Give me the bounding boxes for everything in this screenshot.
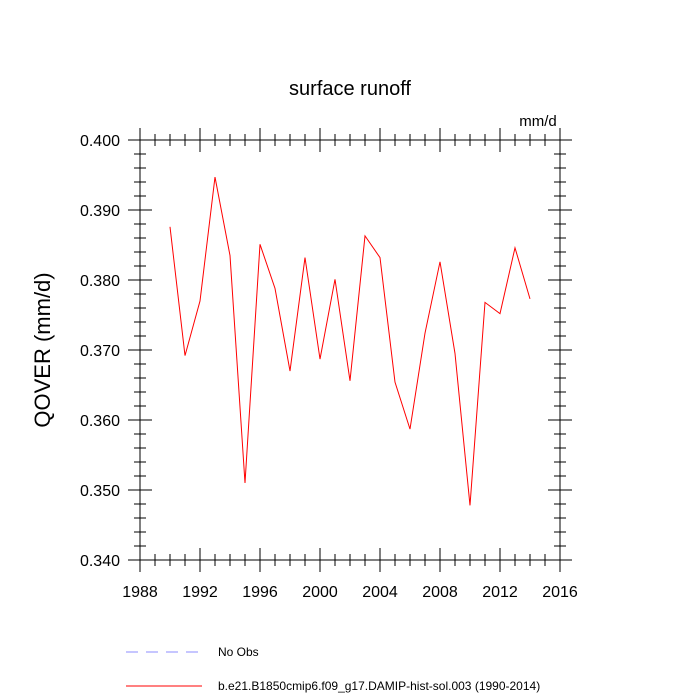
data-point <box>274 287 276 289</box>
axis-ticks <box>128 128 572 572</box>
data-point <box>169 226 171 228</box>
data-point <box>244 482 246 484</box>
x-tick-label: 1992 <box>182 584 218 601</box>
data-point <box>259 243 261 245</box>
legend: No Obs b.e21.B1850cmip6.f09_g17.DAMIP-hi… <box>126 645 540 693</box>
data-point <box>409 428 411 430</box>
y-tick-label: 0.360 <box>80 413 120 430</box>
x-tick-label: 2012 <box>482 584 518 601</box>
y-tick-label: 0.390 <box>80 203 120 220</box>
y-tick-labels: 0.340 0.350 0.360 0.370 0.380 0.390 0.400 <box>80 133 120 570</box>
y-tick-label: 0.370 <box>80 343 120 360</box>
data-point <box>454 352 456 354</box>
data-point <box>364 235 366 237</box>
data-point <box>469 504 471 506</box>
data-point <box>379 256 381 258</box>
data-point <box>514 247 516 249</box>
data-point <box>484 301 486 303</box>
data-point <box>199 300 201 302</box>
x-tick-label: 1996 <box>242 584 278 601</box>
data-point <box>304 256 306 258</box>
units-label: mm/d <box>519 113 557 130</box>
y-axis-label: QOVER (mm/d) <box>30 272 55 427</box>
chart-title: surface runoff <box>289 78 411 100</box>
data-point <box>229 254 231 256</box>
x-tick-label: 1988 <box>122 584 158 601</box>
data-point <box>184 354 186 356</box>
series-line <box>169 177 531 506</box>
data-point <box>529 298 531 300</box>
plot-frame <box>139 139 561 561</box>
y-tick-label: 0.350 <box>80 483 120 500</box>
data-point <box>289 370 291 372</box>
x-tick-labels: 1988 1992 1996 2000 2004 2008 2012 2016 <box>122 584 578 601</box>
x-tick-label: 2000 <box>302 584 338 601</box>
data-point <box>349 380 351 382</box>
data-point <box>439 261 441 263</box>
data-point <box>424 332 426 334</box>
x-tick-label: 2004 <box>362 584 398 601</box>
y-tick-label: 0.400 <box>80 133 120 150</box>
x-tick-label: 2016 <box>542 584 578 601</box>
y-tick-label: 0.380 <box>80 273 120 290</box>
legend-label-model: b.e21.B1850cmip6.f09_g17.DAMIP-hist-sol.… <box>218 679 540 693</box>
data-point <box>319 358 321 360</box>
x-tick-label: 2008 <box>422 584 458 601</box>
series-points <box>169 176 531 507</box>
legend-label-no-obs: No Obs <box>218 645 259 659</box>
y-tick-label: 0.340 <box>80 553 120 570</box>
data-point <box>214 176 216 178</box>
data-point <box>394 381 396 383</box>
data-point <box>334 278 336 280</box>
data-point <box>499 312 501 314</box>
